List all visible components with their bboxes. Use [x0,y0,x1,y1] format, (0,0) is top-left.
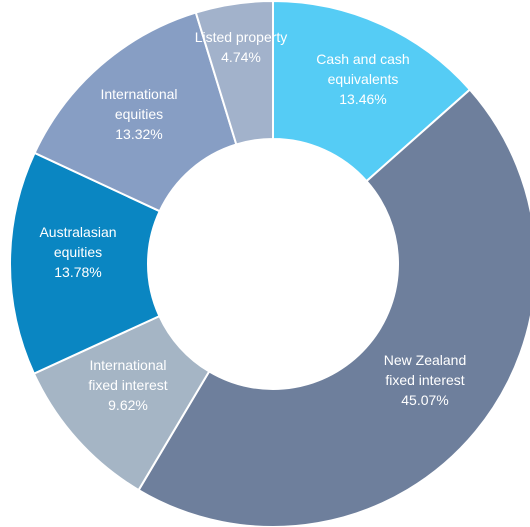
slice-label-aus-equities: Australasian equities 13.78% [39,224,116,280]
slice-category-label: Listed property [195,29,288,45]
slice-category-label: equivalents [328,71,399,87]
slice-category-label: Cash and cash [316,51,409,67]
slice-intl-equities [33,11,238,213]
slice-category-label: fixed interest [88,377,167,393]
slice-value-label: 13.78% [54,264,101,280]
slice-category-label: New Zealand [384,352,467,368]
slice-category-label: equities [54,244,102,260]
slice-category-label: fixed interest [385,372,464,388]
slice-aus-equities [9,151,162,375]
slice-category-label: International [89,357,166,373]
slice-category-label: equities [115,106,163,122]
slice-label-intl-fixed: International fixed interest 9.62% [88,357,167,413]
slice-category-label: International [100,86,177,102]
slice-label-listed-property: Listed property 4.74% [195,29,288,65]
slice-label-cash: Cash and cash equivalents 13.46% [316,51,409,107]
slice-value-label: 13.32% [115,126,162,142]
slice-label-intl-equities: International equities 13.32% [100,86,177,142]
slice-value-label: 13.46% [339,91,386,107]
slice-value-label: 9.62% [108,397,148,413]
slice-label-nz-fixed: New Zealand fixed interest 45.07% [384,352,467,408]
slice-value-label: 4.74% [221,49,261,65]
slice-listed-property [194,0,274,146]
slice-category-label: Australasian [39,224,116,240]
slice-nz-fixed [137,88,530,527]
slice-value-label: 45.07% [401,392,448,408]
slice-cash [272,0,472,183]
